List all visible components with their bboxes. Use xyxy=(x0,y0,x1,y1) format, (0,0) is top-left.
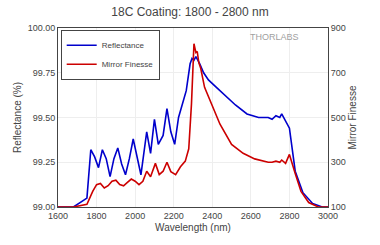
svg-text:700: 700 xyxy=(331,68,346,78)
svg-text:Reflectance: Reflectance xyxy=(102,41,145,50)
svg-text:Reflectance (%): Reflectance (%) xyxy=(12,82,23,153)
svg-text:100: 100 xyxy=(331,202,346,212)
svg-text:99.50: 99.50 xyxy=(33,113,56,123)
svg-text:1600: 1600 xyxy=(48,211,68,221)
svg-text:Mirror Finesse: Mirror Finesse xyxy=(102,60,154,69)
svg-text:2600: 2600 xyxy=(241,211,261,221)
svg-text:900: 900 xyxy=(331,23,346,33)
svg-text:1800: 1800 xyxy=(87,211,107,221)
svg-text:Mirror Finesse: Mirror Finesse xyxy=(347,85,358,149)
svg-text:2800: 2800 xyxy=(279,211,299,221)
svg-text:18C Coating: 1800 - 2800 nm: 18C Coating: 1800 - 2800 nm xyxy=(111,5,268,19)
svg-text:THORLABS: THORLABS xyxy=(250,32,299,42)
svg-text:99.75: 99.75 xyxy=(33,68,56,78)
svg-text:500: 500 xyxy=(331,113,346,123)
svg-text:2200: 2200 xyxy=(164,211,184,221)
svg-text:99.00: 99.00 xyxy=(33,202,56,212)
svg-text:99.25: 99.25 xyxy=(33,157,56,167)
svg-text:2400: 2400 xyxy=(202,211,222,221)
svg-text:300: 300 xyxy=(331,157,346,167)
svg-text:Wavelength (nm): Wavelength (nm) xyxy=(155,222,231,233)
svg-text:3000: 3000 xyxy=(318,211,338,221)
svg-text:2000: 2000 xyxy=(125,211,145,221)
svg-text:100.00: 100.00 xyxy=(28,23,56,33)
